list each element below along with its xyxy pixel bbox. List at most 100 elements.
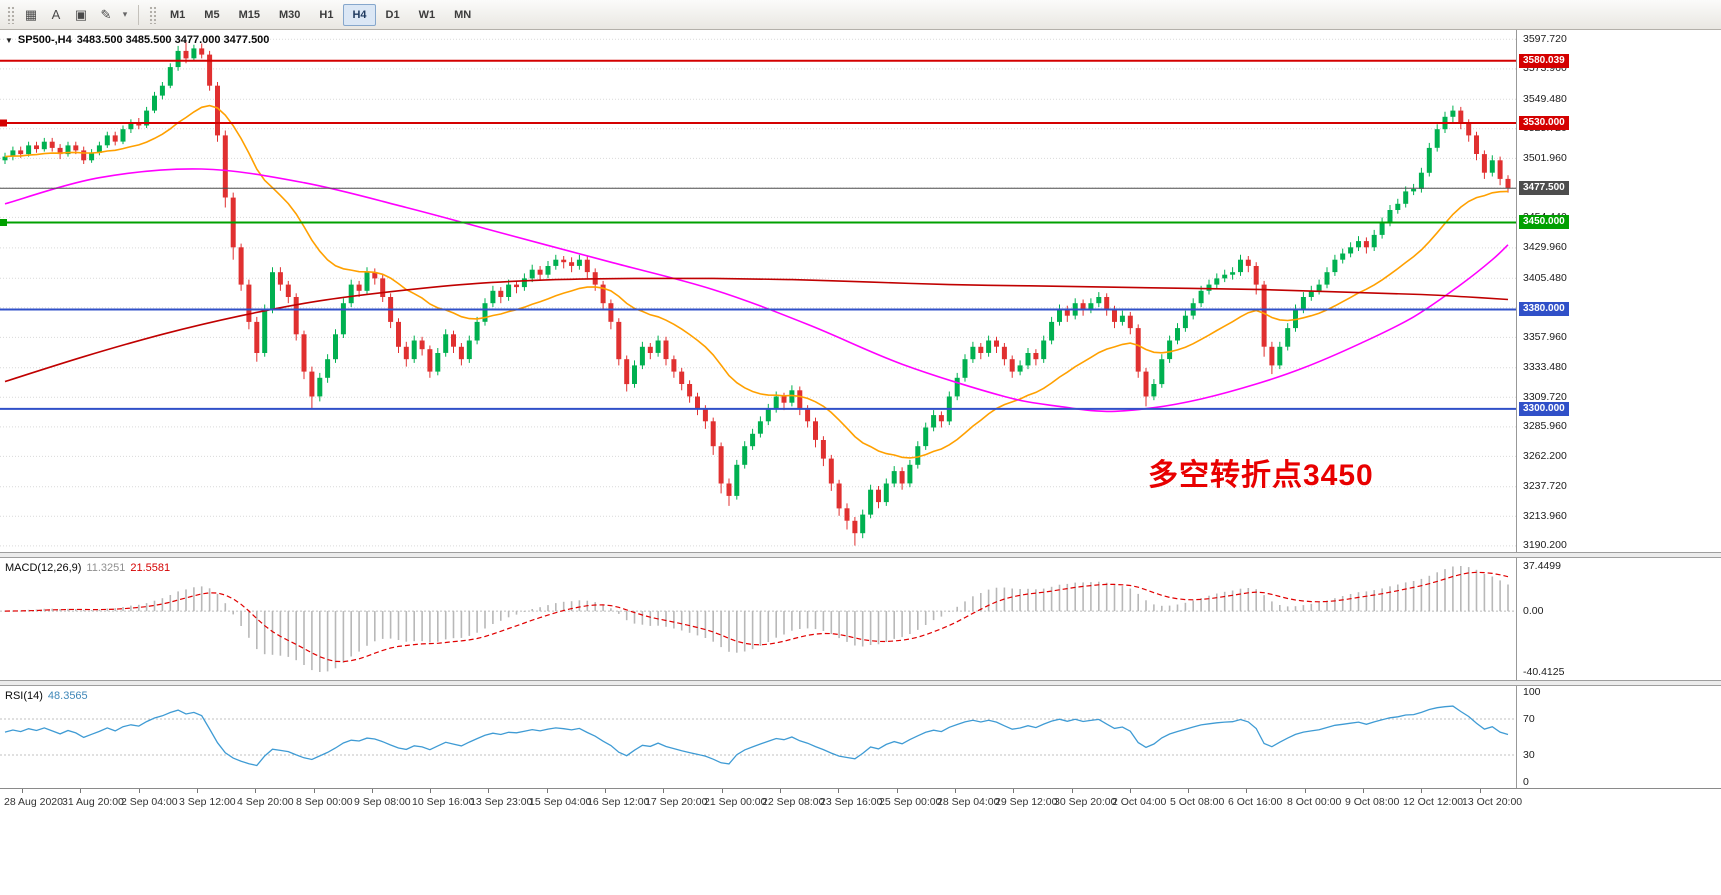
timeframe-button-W1[interactable]: W1 [418,8,436,21]
rsi-panel[interactable]: RSI(14) 48.3565 100 70 30 0 [0,686,1721,788]
time-axis-label: 13 Sep 23:00 [470,796,533,808]
time-axis-label: 8 Oct 00:00 [1287,796,1342,808]
price-axis-label: 3501.960 [1523,152,1567,164]
price-axis-label: 3190.200 [1523,539,1567,551]
time-axis-label: 3 Sep 12:00 [179,796,236,808]
ma-medium[interactable] [4,168,1509,413]
time-axis-label: 4 Sep 20:00 [237,796,294,808]
price-axis-label: 3429.960 [1523,241,1567,253]
price-level-tag: 3380.000 [1519,302,1569,316]
time-axis-label: 2 Sep 04:00 [121,796,178,808]
time-axis-tick [1013,789,1014,793]
time-axis-tick [255,789,256,793]
macd-axis-label: -40.4125 [1523,666,1565,678]
timeframe-button-MN[interactable]: MN [454,8,472,21]
timeframe-button-M1[interactable]: M1 [170,8,186,21]
macd-histogram [12,566,1509,672]
price-axis-label: 3405.480 [1523,272,1567,284]
time-axis-tick [430,789,431,793]
panel-divider[interactable] [0,552,1721,558]
time-axis-tick [955,789,956,793]
line-handle [0,219,7,226]
drawing-tools-icon[interactable]: ✎ [100,6,112,22]
price-axis-label: 3549.480 [1523,93,1567,105]
timeframe-button-H1[interactable]: H1 [319,8,334,21]
time-axis-label: 13 Oct 20:00 [1462,796,1523,808]
annotation-text[interactable]: 多空转折点3450 [1148,459,1374,492]
time-axis-label: 2 Oct 04:00 [1112,796,1167,808]
symbol-timeframe-label: SP500-,H4 [17,34,72,46]
timeframe-button-M15[interactable]: M15 [238,8,260,21]
rsi-value: 48.3565 [47,690,88,702]
line-handle [0,119,7,127]
time-axis-label: 30 Sep 20:00 [1054,796,1117,808]
macd-signal-line [4,571,1509,663]
time-axis-label: 15 Sep 04:00 [529,796,592,808]
time-axis-label: 9 Oct 08:00 [1345,796,1400,808]
macd-axis-label: 37.4499 [1523,560,1561,572]
macd-signal-value: 21.5581 [130,562,171,574]
time-axis-tick [605,789,606,793]
time-axis-label: 31 Aug 20:00 [62,796,124,808]
rsi-axis-label: 30 [1523,749,1535,761]
chart-window-icon[interactable]: ▦ [24,6,38,22]
price-axis-label: 3309.720 [1523,391,1567,403]
time-axis-tick [372,789,373,793]
timeframe-button-M5[interactable]: M5 [204,8,220,21]
time-axis-tick [838,789,839,793]
time-axis-tick [1421,789,1422,793]
timeframe-grip-handle[interactable] [149,5,156,24]
time-axis-label: 16 Sep 12:00 [587,796,650,808]
timeframe-button-H4[interactable]: H4 [343,3,376,26]
time-axis-tick [1246,789,1247,793]
time-axis-tick [139,789,140,793]
timeframe-button-M30[interactable]: M30 [278,8,301,21]
rsi-chart [0,705,1516,767]
rsi-axis-label: 100 [1523,686,1541,698]
timeframe-button-D1[interactable]: D1 [385,8,400,21]
price-axis-label: 3597.720 [1523,33,1567,45]
time-axis-label: 23 Sep 16:00 [820,796,883,808]
macd-panel[interactable]: MACD(12,26,9) 11.3251 21.5581 37.4499 0.0… [0,558,1721,680]
chart-header: ▼ SP500-,H4 3483.500 3485.500 3477.000 3… [5,34,269,46]
macd-main-value: 11.3251 [86,562,126,574]
macd-axis[interactable]: 37.4499 0.00 -40.4125 [1516,558,1611,680]
price-level-tag: 3300.000 [1519,402,1569,416]
grid-lines [0,38,1516,547]
rsi-line [4,705,1509,767]
price-axis-label: 3213.960 [1523,510,1567,522]
candlestick-chart [0,38,1516,547]
time-axis-label: 22 Sep 08:00 [762,796,825,808]
rsi-label: RSI(14) 48.3565 [5,690,88,702]
ohlc-values-label: 3483.500 3485.500 3477.000 3477.500 [76,34,270,46]
macd-label: MACD(12,26,9) 11.3251 21.5581 [5,562,170,574]
time-axis-label: 8 Sep 00:00 [296,796,353,808]
rsi-axis-label: 70 [1523,713,1535,725]
time-axis-tick [1188,789,1189,793]
time-axis-label: 9 Sep 08:00 [354,796,411,808]
time-axis[interactable]: 28 Aug 2020 31 Aug 20:00 2 Sep 04:00 3 Sep … [0,788,1721,816]
time-axis-label: 21 Sep 00:00 [704,796,767,808]
ma-slow[interactable] [4,277,1509,383]
price-axis[interactable]: 3597.7203573.9603549.4803525.7203501.960… [1516,30,1611,552]
time-axis-tick [1130,789,1131,793]
time-axis-tick [663,789,664,793]
timeframe-buttons: M1 M5 M15 M30 H1 H4 D1 W1 MN [161,3,480,26]
rsi-axis[interactable]: 100 70 30 0 [1516,686,1611,788]
time-axis-tick [897,789,898,793]
font-icon[interactable]: A [51,7,61,22]
time-axis-label: 17 Sep 20:00 [645,796,708,808]
collapse-arrow-icon[interactable]: ▼ [5,35,13,45]
ma-fast[interactable] [4,104,1509,459]
toolbar-grip-handle[interactable] [7,5,14,24]
price-axis-label: 3357.960 [1523,331,1567,343]
macd-chart [0,566,1516,672]
panel-divider[interactable] [0,680,1721,686]
time-axis-label: 29 Sep 12:00 [995,796,1058,808]
main-chart-panel[interactable]: ▼ SP500-,H4 3483.500 3485.500 3477.000 3… [0,30,1721,552]
time-axis-label: 6 Oct 16:00 [1228,796,1283,808]
time-axis-tick [1305,789,1306,793]
time-axis-tick [22,789,23,793]
dropdown-chevron-icon[interactable]: ▾ [122,9,128,19]
text-label-icon[interactable]: ▣ [74,6,88,22]
